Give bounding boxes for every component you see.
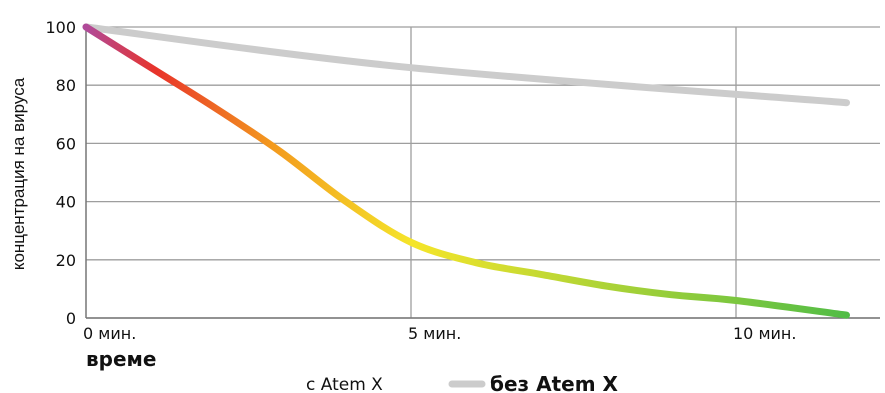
x-axis-label: време	[86, 347, 156, 371]
legend-label-no-atem: без Atem X	[490, 372, 619, 393]
y-tick-label: 60	[56, 134, 76, 153]
y-axis-label: концентрация на вируса	[9, 77, 28, 270]
legend: с Atem X без Atem X	[263, 372, 619, 393]
x-tick-label: 10 мин.	[733, 324, 796, 343]
series-line-atem	[82, 23, 850, 319]
legend-label-atem: с Atem X	[306, 375, 383, 393]
tick-labels: 0 20 40 60 80 100 0 мин. 5 мин. 10 мин.	[45, 18, 796, 343]
y-tick-label: 80	[56, 76, 76, 95]
series-layer	[82, 23, 850, 319]
axes	[85, 27, 880, 319]
x-tick-label: 5 мин.	[408, 324, 461, 343]
y-tick-label: 0	[66, 309, 76, 328]
grid	[86, 26, 880, 319]
legend-item-no-atem: без Atem X	[448, 372, 619, 393]
y-tick-label: 40	[56, 193, 76, 212]
y-tick-label: 100	[45, 18, 76, 37]
y-tick-label: 20	[56, 251, 76, 270]
x-tick-label: 0 мин.	[83, 324, 136, 343]
legend-item-atem: с Atem X	[263, 375, 383, 393]
series-line-no-atem	[82, 23, 850, 107]
